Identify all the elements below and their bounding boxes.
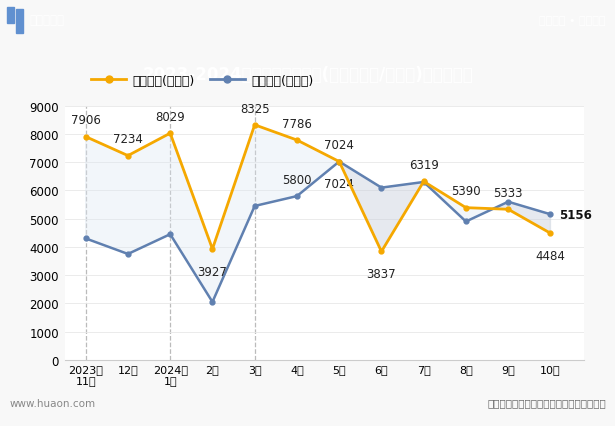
Text: 8029: 8029 [156,111,185,124]
Text: 5390: 5390 [451,185,481,198]
Text: 7234: 7234 [113,133,143,146]
Text: www.huaon.com: www.huaon.com [9,397,95,408]
Text: 华经情报网: 华经情报网 [30,14,65,27]
Text: 2023-2024年平潭综合实验区(境内目的地/货源地)进、出口额: 2023-2024年平潭综合实验区(境内目的地/货源地)进、出口额 [142,66,473,83]
Text: 5800: 5800 [282,173,312,187]
Text: 7024: 7024 [324,178,354,191]
Text: 3837: 3837 [367,268,396,281]
Legend: 出口总额(万美元), 进口总额(万美元): 出口总额(万美元), 进口总额(万美元) [87,69,319,92]
Text: 7024: 7024 [324,139,354,152]
Text: 7786: 7786 [282,118,312,130]
Text: 专业严谨 • 客观科学: 专业严谨 • 客观科学 [539,16,606,26]
Text: 4484: 4484 [536,249,565,262]
Bar [16,10,23,34]
Text: 8325: 8325 [240,102,269,115]
Text: 3927: 3927 [197,265,228,278]
Text: 7906: 7906 [71,114,101,127]
Text: 5156: 5156 [559,208,592,221]
Bar [7,8,14,23]
Text: 5333: 5333 [493,187,523,200]
Text: 数据来源：中国海关，华经产业研究院整理: 数据来源：中国海关，华经产业研究院整理 [487,397,606,408]
Text: 6319: 6319 [409,159,438,172]
